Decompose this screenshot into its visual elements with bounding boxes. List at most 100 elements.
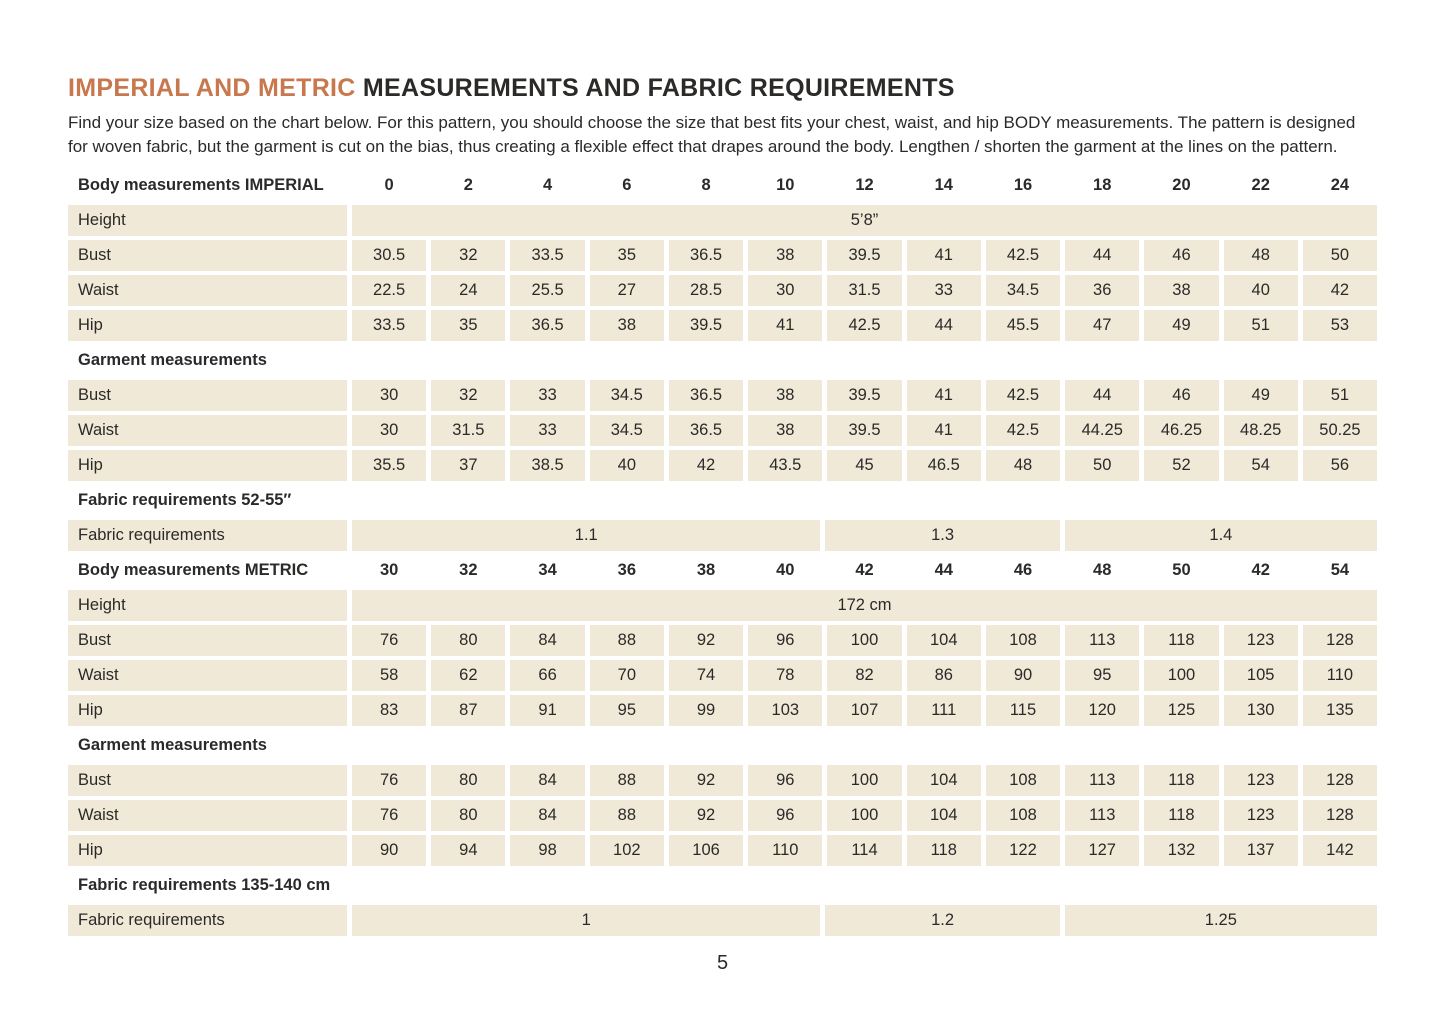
value-cell: 32 [431,240,506,271]
value-cell: 50 [1302,240,1378,271]
table-row-data: Bust 30 32 33 34.5 36.5 38 39.5 41 42.5 44 46 49 51 [68,380,1378,411]
row-cells: 83 87 91 95 99 103 107 111 115 120 125 130 135 [352,695,1378,726]
row-label: Fabric requirements [68,520,347,551]
value-cell: 82 [827,660,902,691]
row-label: Garment measurements [78,351,267,369]
value-cell: 36.5 [510,310,585,341]
value-cell: 45.5 [985,310,1061,341]
value-cell: 34.5 [589,380,664,411]
value-cell: 110 [748,835,823,866]
value-cell: 32 [431,380,506,411]
size-header-cell: 16 [1013,176,1033,194]
value-cell: 51 [1302,380,1378,411]
value-cell: 53 [1302,310,1378,341]
value-cell: 42 [668,450,744,481]
size-chart-table: Body measurements IMPERIAL 0 2 4 6 8 10 12 14 16 1… [68,170,1378,936]
row-label: Height [68,205,347,236]
table-row-data: Waist 30 31.5 33 34.5 36.5 38 39.5 41 42.5 44.25 46… [68,415,1378,446]
row-cells: 30 32 33 34.5 36.5 38 39.5 41 42.5 44 46 49 51 [352,380,1378,411]
row-label: Bust [68,240,347,271]
value-cell: 56 [1302,450,1378,481]
value-cell: 36.5 [668,240,744,271]
value-cell: 128 [1302,625,1378,656]
value-cell: 41 [748,310,823,341]
value-cell: 46.25 [1144,415,1219,446]
value-cell: 95 [1065,660,1140,691]
full-span-value-cell: 172 cm [352,590,1377,621]
value-cell: 46 [1144,240,1219,271]
value-cell: 76 [352,765,427,796]
value-cell: 110 [1302,660,1378,691]
value-cell: 96 [748,765,823,796]
size-header-cell: 38 [696,561,716,579]
size-header-cell: 50 [1172,561,1191,579]
value-cell: 35 [431,310,506,341]
size-header-cell: 46 [1013,561,1033,579]
value-cell: 91 [510,695,585,726]
value-cell: 38 [748,415,823,446]
value-cell: 88 [589,800,664,831]
value-cell: 50.25 [1302,415,1378,446]
value-cell: 33.5 [510,240,585,271]
value-cell: 90 [985,660,1061,691]
value-cell: 54 [1223,450,1298,481]
value-cell: 135 [1302,695,1378,726]
value-cell: 48.25 [1223,415,1298,446]
row-label: Fabric requirements [68,905,347,936]
row-cells: 35.5 37 38.5 40 42 43.5 45 46.5 48 50 52 54 56 [352,450,1378,481]
value-cell: 39.5 [668,310,744,341]
value-cell: 44 [1065,380,1140,411]
value-cell: 83 [352,695,427,726]
row-label: Waist [68,275,347,306]
value-cell: 38 [589,310,664,341]
value-cell: 86 [906,660,981,691]
value-cell: 66 [510,660,585,691]
value-cell: 94 [431,835,506,866]
value-cell: 44 [1065,240,1140,271]
value-cell: 36.5 [668,415,744,446]
table-row-data: Hip 90 94 98 102 106 110 114 118 122 127 132 137 142 [68,835,1378,866]
value-cell: 38 [748,380,823,411]
row-cells: 0 2 4 6 8 10 12 14 16 18 20 22 24 [352,170,1377,201]
value-cell: 70 [589,660,664,691]
value-cell: 100 [827,800,902,831]
value-cell: 84 [510,800,585,831]
row-label: Bust [68,380,347,411]
value-cell: 41 [906,240,981,271]
value-cell: 78 [748,660,823,691]
value-cell: 100 [1144,660,1219,691]
value-cell: 41 [906,415,981,446]
value-cell: 50 [1065,450,1140,481]
row-cells: 1 1.2 1.25 [352,905,1378,936]
table-row-sizes: Body measurements IMPERIAL 0 2 4 6 8 10 12 14 16 1… [68,170,1377,201]
value-cell: 46.5 [906,450,981,481]
value-cell: 44.25 [1065,415,1140,446]
page-title-main: MEASUREMENTS AND FABRIC REQUIREMENTS [355,74,955,102]
value-cell: 114 [827,835,902,866]
value-cell: 99 [668,695,744,726]
size-header-cell: 8 [701,176,711,194]
value-cell: 107 [827,695,902,726]
size-header-cell: 20 [1172,176,1191,194]
value-cell: 31.5 [827,275,902,306]
row-cells: 22.5 24 25.5 27 28.5 30 31.5 33 34.5 36 38 40 42 [352,275,1378,306]
value-cell: 137 [1223,835,1298,866]
fabric-span-cell: 1 [352,905,821,936]
value-cell: 80 [431,800,506,831]
value-cell: 42 [1302,275,1378,306]
value-cell: 108 [985,765,1061,796]
value-cell: 123 [1223,800,1298,831]
table-row-data: Bust 76 80 84 88 92 96 100 104 108 113 118 123 128 [68,765,1378,796]
value-cell: 39.5 [827,380,902,411]
fabric-span-cell: 1.4 [1064,520,1378,551]
value-cell: 44 [906,310,981,341]
table-row-heading: Fabric requirements 135-140 cm [68,870,1377,901]
size-header-cell: 12 [855,176,874,194]
value-cell: 92 [668,800,744,831]
value-cell: 104 [906,625,981,656]
value-cell: 130 [1223,695,1298,726]
row-cells: 76 80 84 88 92 96 100 104 108 113 118 123 128 [352,765,1378,796]
value-cell: 37 [431,450,506,481]
row-label: Hip [68,835,347,866]
table-row-data: Waist 22.5 24 25.5 27 28.5 30 31.5 33 34.5 36 38 40 4… [68,275,1378,306]
